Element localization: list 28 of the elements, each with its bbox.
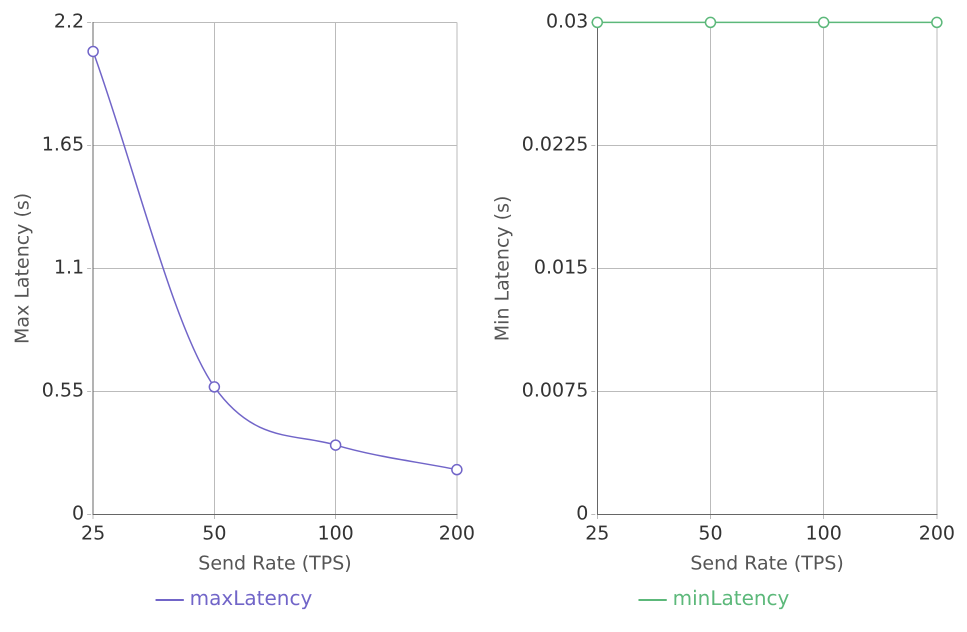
- y-tick-label: 0.015: [534, 256, 588, 278]
- x-tick-label: 200: [438, 522, 475, 545]
- point: [451, 464, 463, 476]
- y-tick-label: 0.03: [546, 10, 588, 32]
- y-tick-label: 1.1: [54, 256, 84, 278]
- point: [87, 46, 99, 58]
- y-tick-label: 1.65: [42, 133, 84, 156]
- point: [208, 381, 220, 393]
- x-axis-title: Send Rate (TPS): [690, 552, 844, 575]
- legend-label: maxLatency: [190, 586, 312, 610]
- x-tick-label: 100: [806, 522, 842, 545]
- x-tick-label: 100: [317, 522, 354, 545]
- y-axis-title: Max Latency (s): [11, 192, 34, 344]
- y-tick-label: 0.0075: [522, 379, 588, 402]
- x-tick-label: 50: [698, 522, 723, 545]
- y-tick-label: 0: [576, 502, 588, 524]
- x-axis-title: Send Rate (TPS): [198, 552, 352, 575]
- point: [330, 439, 342, 451]
- y-tick-label: 2.2: [54, 10, 84, 32]
- x-tick-label: 50: [202, 522, 226, 545]
- y-tick-label: 0.55: [42, 379, 84, 402]
- x-tick-label: 25: [81, 522, 106, 545]
- y-axis-title: Min Latency (s): [491, 196, 514, 342]
- y-tick-label: 0: [72, 502, 84, 524]
- y-tick-label: 0.0225: [522, 133, 588, 156]
- legend-label: minLatency: [672, 586, 790, 610]
- x-tick-label: 25: [585, 522, 610, 545]
- x-tick-label: 200: [918, 522, 955, 545]
